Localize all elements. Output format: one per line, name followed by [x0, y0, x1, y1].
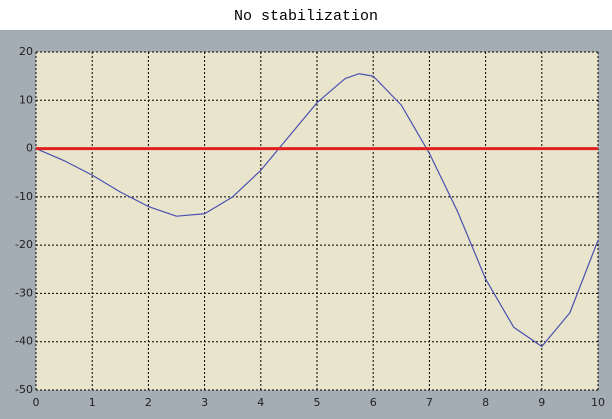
x-tick-label: 3 [201, 396, 208, 409]
y-tick-label: 10 [19, 93, 33, 106]
line [35, 73, 599, 348]
x-tick-label: 7 [426, 396, 433, 409]
x-tick-label: 9 [538, 396, 545, 409]
x-tick-label: 5 [314, 396, 321, 409]
x-tick-label: 2 [145, 396, 152, 409]
y-tick-label: -50 [15, 383, 33, 396]
y-tick-label: -40 [15, 335, 33, 348]
y-tick-label: -30 [15, 286, 33, 299]
x-tick-label: 4 [257, 396, 264, 409]
y-tick-label: 20 [19, 45, 33, 58]
x-tick-label: 8 [482, 396, 489, 409]
chart-title: No stabilization [234, 8, 378, 25]
x-tick-label: 1 [89, 396, 96, 409]
y-tick-label: -20 [15, 238, 33, 251]
y-tick-label: -10 [15, 190, 33, 203]
x-tick-label: 10 [591, 396, 605, 409]
x-tick-label: 6 [370, 396, 377, 409]
y-tick-label: 0 [26, 142, 33, 155]
x-tick-label: 0 [33, 396, 40, 409]
